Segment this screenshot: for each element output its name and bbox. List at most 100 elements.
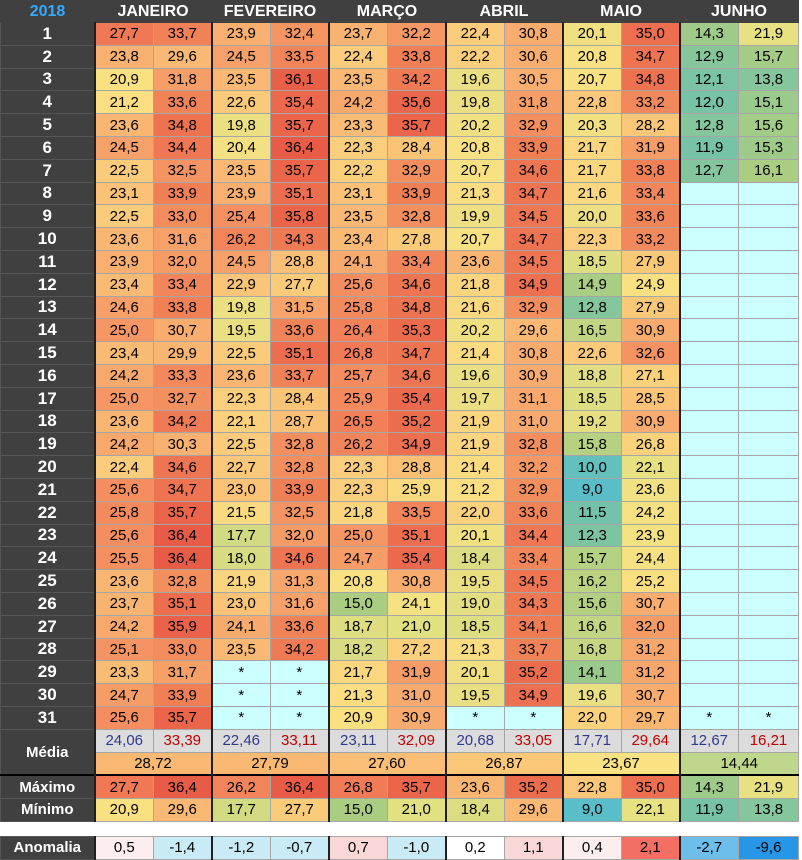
temp-min-cell: 22,0 xyxy=(444,500,505,525)
temp-max-cell: 31,7 xyxy=(153,660,212,685)
temp-max-cell: 28,8 xyxy=(387,455,446,479)
anomalia-cell: -1,0 xyxy=(387,835,446,860)
temp-max-cell: 30,8 xyxy=(504,22,563,46)
temp-max-cell: 24,1 xyxy=(387,591,446,616)
temp-min-cell: 23,5 xyxy=(327,67,388,92)
temp-min-cell: 21,7 xyxy=(327,660,388,685)
day-number: 6 xyxy=(0,135,95,160)
temp-max-cell: * xyxy=(270,660,329,685)
temp-max-cell: 34,3 xyxy=(504,591,563,616)
temp-min-cell: 24,1 xyxy=(327,249,388,274)
temp-min-cell: 22,8 xyxy=(561,90,622,115)
temp-min-cell: 24,7 xyxy=(327,546,388,571)
temp-min-cell: 21,5 xyxy=(210,500,271,525)
temp-min-cell: 21,6 xyxy=(444,295,505,320)
temp-min-cell: 20,7 xyxy=(444,227,505,251)
temp-max-cell xyxy=(738,683,799,707)
temp-min-cell: 12,8 xyxy=(561,295,622,320)
media-min-cell: 23,11 xyxy=(327,728,388,753)
temp-min-cell: 21,6 xyxy=(561,181,622,206)
temp-min-cell: 23,9 xyxy=(210,181,271,206)
temp-max-cell: 35,8 xyxy=(270,204,329,229)
temp-max-cell: 30,5 xyxy=(504,67,563,92)
temp-max-cell: 31,8 xyxy=(504,90,563,115)
temp-min-cell xyxy=(678,569,739,593)
temp-min-cell: 25,0 xyxy=(327,523,388,548)
temp-min-cell: 14,1 xyxy=(561,660,622,685)
temp-max-cell: 31,0 xyxy=(387,683,446,707)
month-header-maio: MAIO xyxy=(562,0,680,23)
day-number: 9 xyxy=(0,204,95,229)
temp-min-cell xyxy=(678,363,739,388)
temp-max-cell: 34,6 xyxy=(153,455,212,479)
media-combined-cell: 26,87 xyxy=(444,751,563,776)
temp-max-cell: 33,3 xyxy=(153,363,212,388)
temp-max-cell: 35,1 xyxy=(270,181,329,206)
day-number: 27 xyxy=(0,614,95,639)
temp-min-cell: 23,5 xyxy=(210,67,271,92)
temp-max-cell: 33,6 xyxy=(504,500,563,525)
temp-max-cell: 30,6 xyxy=(504,44,563,69)
day-row: 8 23,1 33,9 23,9 35,1 23,1 33,9 21,3 34,7 21,6 33,… xyxy=(0,181,799,206)
temp-min-cell: 22,0 xyxy=(561,705,622,730)
temp-max-cell xyxy=(738,249,799,274)
media-max-cell: 29,64 xyxy=(621,728,680,753)
day-row: 25 23,6 32,8 21,9 31,3 20,8 30,8 19,5 34,5 16,2 25… xyxy=(0,569,799,593)
minimo-cell: 29,6 xyxy=(504,798,563,822)
day-number: 13 xyxy=(0,295,95,320)
temp-min-cell: 26,8 xyxy=(327,341,388,365)
day-number: 10 xyxy=(0,227,95,251)
temp-max-cell: 35,4 xyxy=(270,90,329,115)
temp-min-cell: 15,0 xyxy=(327,591,388,616)
temp-max-cell: 33,8 xyxy=(387,44,446,69)
day-number: 26 xyxy=(0,591,95,616)
temp-max-cell: 24,2 xyxy=(621,500,680,525)
temp-max-cell: 15,6 xyxy=(738,113,799,137)
temp-max-cell: 32,7 xyxy=(153,386,212,411)
temp-max-cell: 33,7 xyxy=(504,637,563,662)
minimo-cell: 9,0 xyxy=(561,798,622,822)
temp-min-cell xyxy=(678,614,739,639)
temp-max-cell: 33,5 xyxy=(270,44,329,69)
media-max-cell: 33,11 xyxy=(270,728,329,753)
temp-min-cell: 18,5 xyxy=(561,386,622,411)
temp-max-cell: 29,9 xyxy=(153,341,212,365)
day-number: 30 xyxy=(0,683,95,707)
temp-min-cell: 20,8 xyxy=(561,44,622,69)
temp-min-cell: 21,9 xyxy=(444,409,505,434)
temp-min-cell: 22,3 xyxy=(561,227,622,251)
temp-max-cell: 32,5 xyxy=(153,158,212,183)
day-row: 16 24,2 33,3 23,6 33,7 25,7 34,6 19,6 30,9 18,8 27… xyxy=(0,363,799,388)
temp-max-cell: 30,3 xyxy=(153,432,212,457)
temp-min-cell xyxy=(678,591,739,616)
day-number: 15 xyxy=(0,341,95,365)
temp-min-cell xyxy=(678,683,739,707)
minimo-cell: 20,9 xyxy=(93,798,154,822)
temp-max-cell: 33,4 xyxy=(621,181,680,206)
temp-min-cell: 25,5 xyxy=(93,546,154,571)
temp-min-cell: 21,7 xyxy=(561,158,622,183)
temp-min-cell: 23,3 xyxy=(93,660,154,685)
temp-min-cell: 21,3 xyxy=(444,637,505,662)
temp-max-cell: 32,9 xyxy=(387,158,446,183)
temp-max-cell: 33,2 xyxy=(621,90,680,115)
temp-min-cell: 19,2 xyxy=(561,409,622,434)
temp-min-cell: 24,1 xyxy=(210,614,271,639)
anomalia-label: Anomalia xyxy=(0,835,95,860)
temp-min-cell: 22,5 xyxy=(93,204,154,229)
temp-max-cell: 28,8 xyxy=(270,249,329,274)
temp-min-cell: 14,3 xyxy=(678,22,739,46)
temp-min-cell: 20,8 xyxy=(327,569,388,593)
temp-min-cell: 22,4 xyxy=(444,22,505,46)
temp-max-cell: 28,4 xyxy=(387,135,446,160)
minimo-cell: 11,9 xyxy=(678,798,739,822)
temp-min-cell: 23,4 xyxy=(93,341,154,365)
temp-min-cell: * xyxy=(444,705,505,730)
temp-min-cell: 23,9 xyxy=(210,22,271,46)
temp-min-cell: 20,4 xyxy=(210,135,271,160)
temp-min-cell: 20,1 xyxy=(561,22,622,46)
day-number: 16 xyxy=(0,363,95,388)
temp-max-cell: 33,2 xyxy=(621,227,680,251)
temp-min-cell: * xyxy=(210,683,271,707)
month-header-fevereiro: FEVEREIRO xyxy=(211,0,329,23)
